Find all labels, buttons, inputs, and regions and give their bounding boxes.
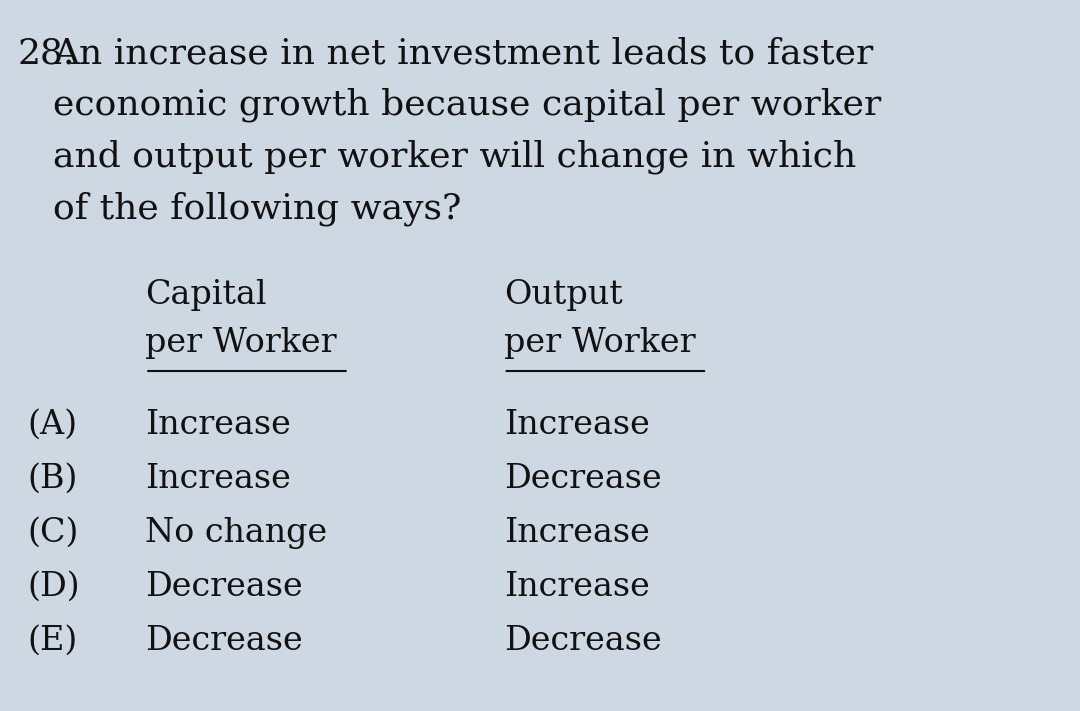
Text: No change: No change: [146, 517, 327, 549]
Text: Output: Output: [503, 279, 622, 311]
Text: Increase: Increase: [503, 517, 649, 549]
Text: Decrease: Decrease: [146, 625, 303, 657]
Text: (C): (C): [27, 517, 79, 549]
Text: Increase: Increase: [146, 463, 292, 495]
Text: and output per worker will change in which: and output per worker will change in whi…: [53, 140, 856, 174]
Text: economic growth because capital per worker: economic growth because capital per work…: [53, 88, 881, 122]
Text: (A): (A): [27, 409, 78, 441]
Text: (E): (E): [27, 625, 78, 657]
Text: per Worker: per Worker: [503, 327, 696, 359]
Text: An increase in net investment leads to faster: An increase in net investment leads to f…: [53, 36, 874, 70]
Text: Decrease: Decrease: [503, 625, 661, 657]
Text: 28.: 28.: [17, 36, 75, 70]
Text: Capital: Capital: [146, 279, 267, 311]
Text: Decrease: Decrease: [503, 463, 661, 495]
Text: Increase: Increase: [503, 571, 649, 603]
Text: (B): (B): [27, 463, 78, 495]
Text: Increase: Increase: [146, 409, 292, 441]
Text: Increase: Increase: [503, 409, 649, 441]
Text: (D): (D): [27, 571, 80, 603]
Text: per Worker: per Worker: [146, 327, 337, 359]
Text: of the following ways?: of the following ways?: [53, 192, 461, 227]
Text: Decrease: Decrease: [146, 571, 303, 603]
